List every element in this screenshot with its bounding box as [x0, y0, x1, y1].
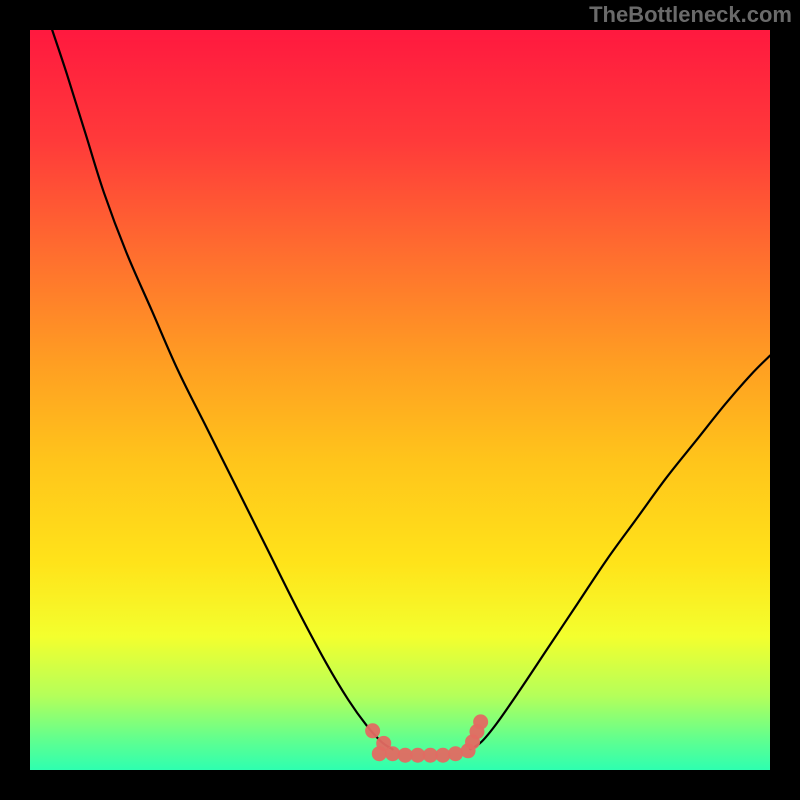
trough-marker — [473, 714, 488, 729]
watermark-text: TheBottleneck.com — [589, 2, 792, 28]
trough-marker — [365, 723, 380, 738]
outer-frame: TheBottleneck.com — [0, 0, 800, 800]
trough-marker — [372, 746, 387, 761]
plot-area — [30, 30, 770, 770]
chart-svg — [30, 30, 770, 770]
trough-marker — [448, 746, 463, 761]
gradient-background — [30, 30, 770, 770]
